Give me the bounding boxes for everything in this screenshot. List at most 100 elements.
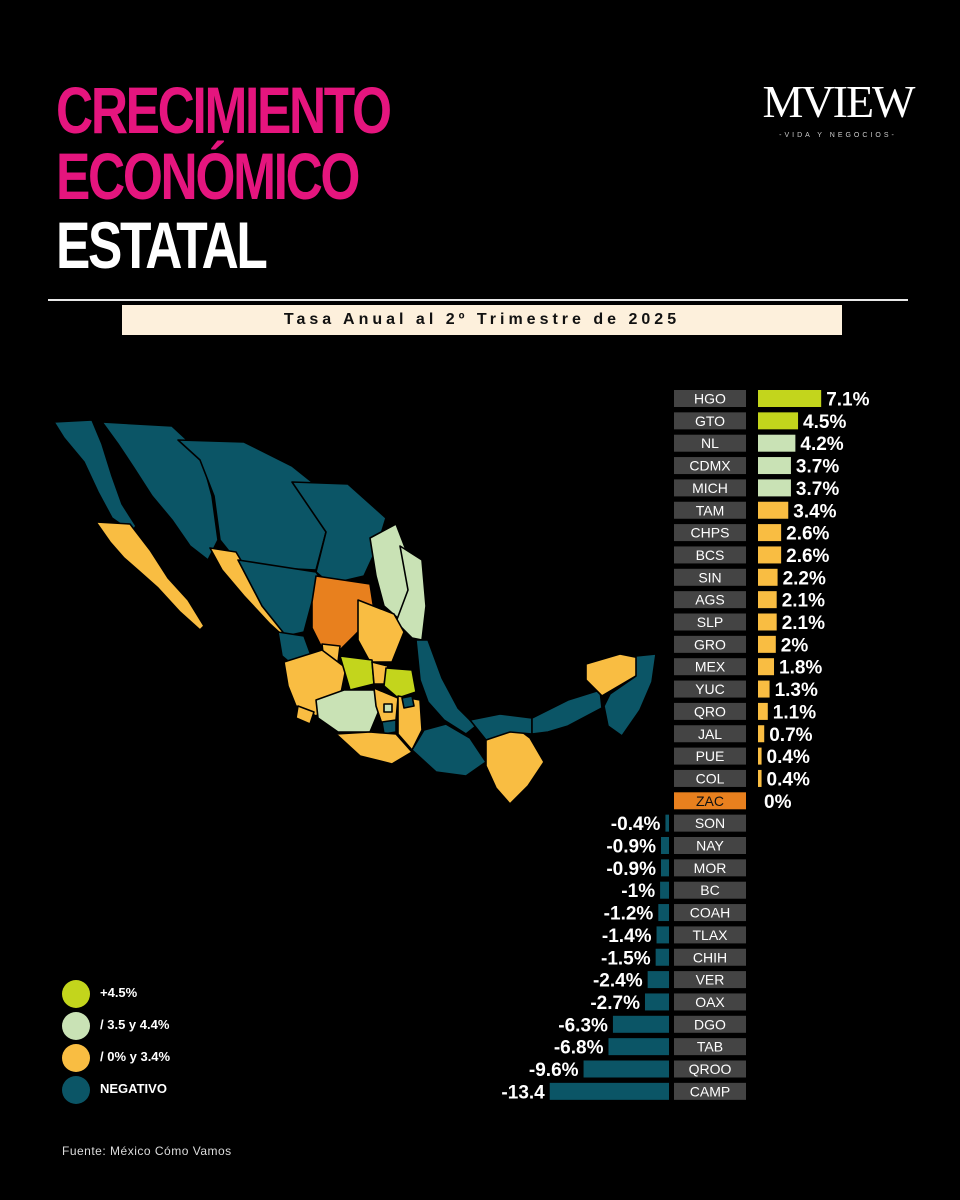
bar-chps: [758, 524, 781, 541]
state-label-pue: PUE: [696, 748, 725, 764]
bar-col: [758, 770, 762, 787]
state-label-tlax: TLAX: [692, 927, 728, 943]
state-label-nl: NL: [701, 435, 719, 451]
state-label-hgo: HGO: [694, 391, 726, 407]
value-label-gro: 2%: [781, 635, 809, 656]
bar-tlax: [657, 926, 669, 943]
state-label-chps: CHPS: [691, 525, 730, 541]
bar-slp: [758, 614, 777, 631]
bar-qroo: [584, 1061, 669, 1078]
value-label-nl: 4.2%: [800, 434, 843, 455]
value-label-pue: 0.4%: [767, 747, 810, 768]
bar-qro: [758, 703, 768, 720]
bar-mex: [758, 658, 774, 675]
bar-nay: [661, 837, 669, 854]
state-label-son: SON: [695, 815, 725, 831]
state-label-cdmx: CDMX: [689, 458, 731, 474]
bar-pue: [758, 748, 762, 765]
state-label-nay: NAY: [696, 838, 724, 854]
bar-tam: [758, 502, 788, 519]
state-label-slp: SLP: [697, 614, 723, 630]
value-label-oax: -2.7%: [590, 993, 640, 1014]
state-label-qro: QRO: [694, 703, 726, 719]
value-label-nay: -0.9%: [606, 837, 656, 858]
legend-label-low: / 0% y 3.4%: [100, 1049, 170, 1064]
state-label-yuc: YUC: [695, 681, 725, 697]
state-label-bc: BC: [700, 882, 719, 898]
bar-cdmx: [758, 457, 791, 474]
value-label-yuc: 1.3%: [775, 680, 818, 701]
bar-mich: [758, 479, 791, 496]
bar-hgo: [758, 390, 821, 407]
state-label-chih: CHIH: [693, 949, 727, 965]
value-label-son: -0.4%: [611, 814, 661, 835]
value-label-slp: 2.1%: [782, 613, 825, 634]
value-label-mich: 3.7%: [796, 479, 839, 500]
legend-swatch-mid: [62, 1012, 90, 1040]
bar-coah: [658, 904, 669, 921]
state-label-jal: JAL: [698, 726, 722, 742]
value-label-chps: 2.6%: [786, 524, 829, 545]
state-label-mor: MOR: [694, 860, 727, 876]
bar-ags: [758, 591, 777, 608]
bar-mor: [661, 859, 669, 876]
bar-jal: [758, 725, 764, 742]
value-label-ags: 2.1%: [782, 591, 825, 612]
state-label-camp: CAMP: [690, 1083, 730, 1099]
bar-bc: [660, 882, 669, 899]
value-label-camp: -13.4: [501, 1082, 545, 1103]
bar-sin: [758, 569, 778, 586]
bar-gro: [758, 636, 776, 653]
value-label-chih: -1.5%: [601, 948, 651, 969]
bar-gto: [758, 412, 798, 429]
bar-nl: [758, 435, 795, 452]
state-label-tab: TAB: [697, 1039, 723, 1055]
value-label-qro: 1.1%: [773, 702, 816, 723]
legend-label-negative: NEGATIVO: [100, 1081, 167, 1096]
state-label-coah: COAH: [690, 905, 730, 921]
legend-label-mid: / 3.5 y 4.4%: [100, 1017, 169, 1032]
state-label-zac: ZAC: [696, 793, 724, 809]
state-label-col: COL: [696, 770, 725, 786]
value-label-sin: 2.2%: [783, 568, 826, 589]
legend-swatch-negative: [62, 1076, 90, 1104]
state-label-ver: VER: [696, 972, 725, 988]
value-label-tam: 3.4%: [793, 501, 836, 522]
value-label-bcs: 2.6%: [786, 546, 829, 567]
state-label-ags: AGS: [695, 592, 725, 608]
source-note: Fuente: México Cómo Vamos: [62, 1144, 232, 1158]
value-label-tab: -6.8%: [554, 1038, 604, 1059]
value-label-tlax: -1.4%: [602, 926, 652, 947]
value-label-cdmx: 3.7%: [796, 457, 839, 478]
legend-label-high: +4.5%: [100, 985, 137, 1000]
value-label-bc: -1%: [621, 881, 655, 902]
state-label-gro: GRO: [694, 636, 726, 652]
state-label-gto: GTO: [695, 413, 725, 429]
value-label-gto: 4.5%: [803, 412, 846, 433]
value-label-dgo: -6.3%: [558, 1015, 608, 1036]
state-label-sin: SIN: [698, 569, 721, 585]
state-label-dgo: DGO: [694, 1016, 726, 1032]
legend-swatch-low: [62, 1044, 90, 1072]
bar-oax: [645, 993, 669, 1010]
bar-ver: [648, 971, 669, 988]
value-label-hgo: 7.1%: [826, 390, 869, 411]
value-label-zac: 0%: [764, 792, 792, 813]
bar-yuc: [758, 681, 770, 698]
bar-tab: [608, 1038, 669, 1055]
state-label-oax: OAX: [695, 994, 725, 1010]
bar-camp: [550, 1083, 669, 1100]
value-label-mex: 1.8%: [779, 658, 822, 679]
bar-dgo: [613, 1016, 669, 1033]
value-label-mor: -0.9%: [606, 859, 656, 880]
value-label-coah: -1.2%: [604, 904, 654, 925]
state-label-mex: MEX: [695, 659, 726, 675]
value-label-qroo: -9.6%: [529, 1060, 579, 1081]
state-label-qroo: QROO: [689, 1061, 732, 1077]
value-label-col: 0.4%: [767, 769, 810, 790]
state-label-bcs: BCS: [696, 547, 725, 563]
value-label-jal: 0.7%: [769, 725, 812, 746]
bar-chih: [656, 949, 669, 966]
bar-son: [665, 815, 669, 832]
legend-swatch-high: [62, 980, 90, 1008]
